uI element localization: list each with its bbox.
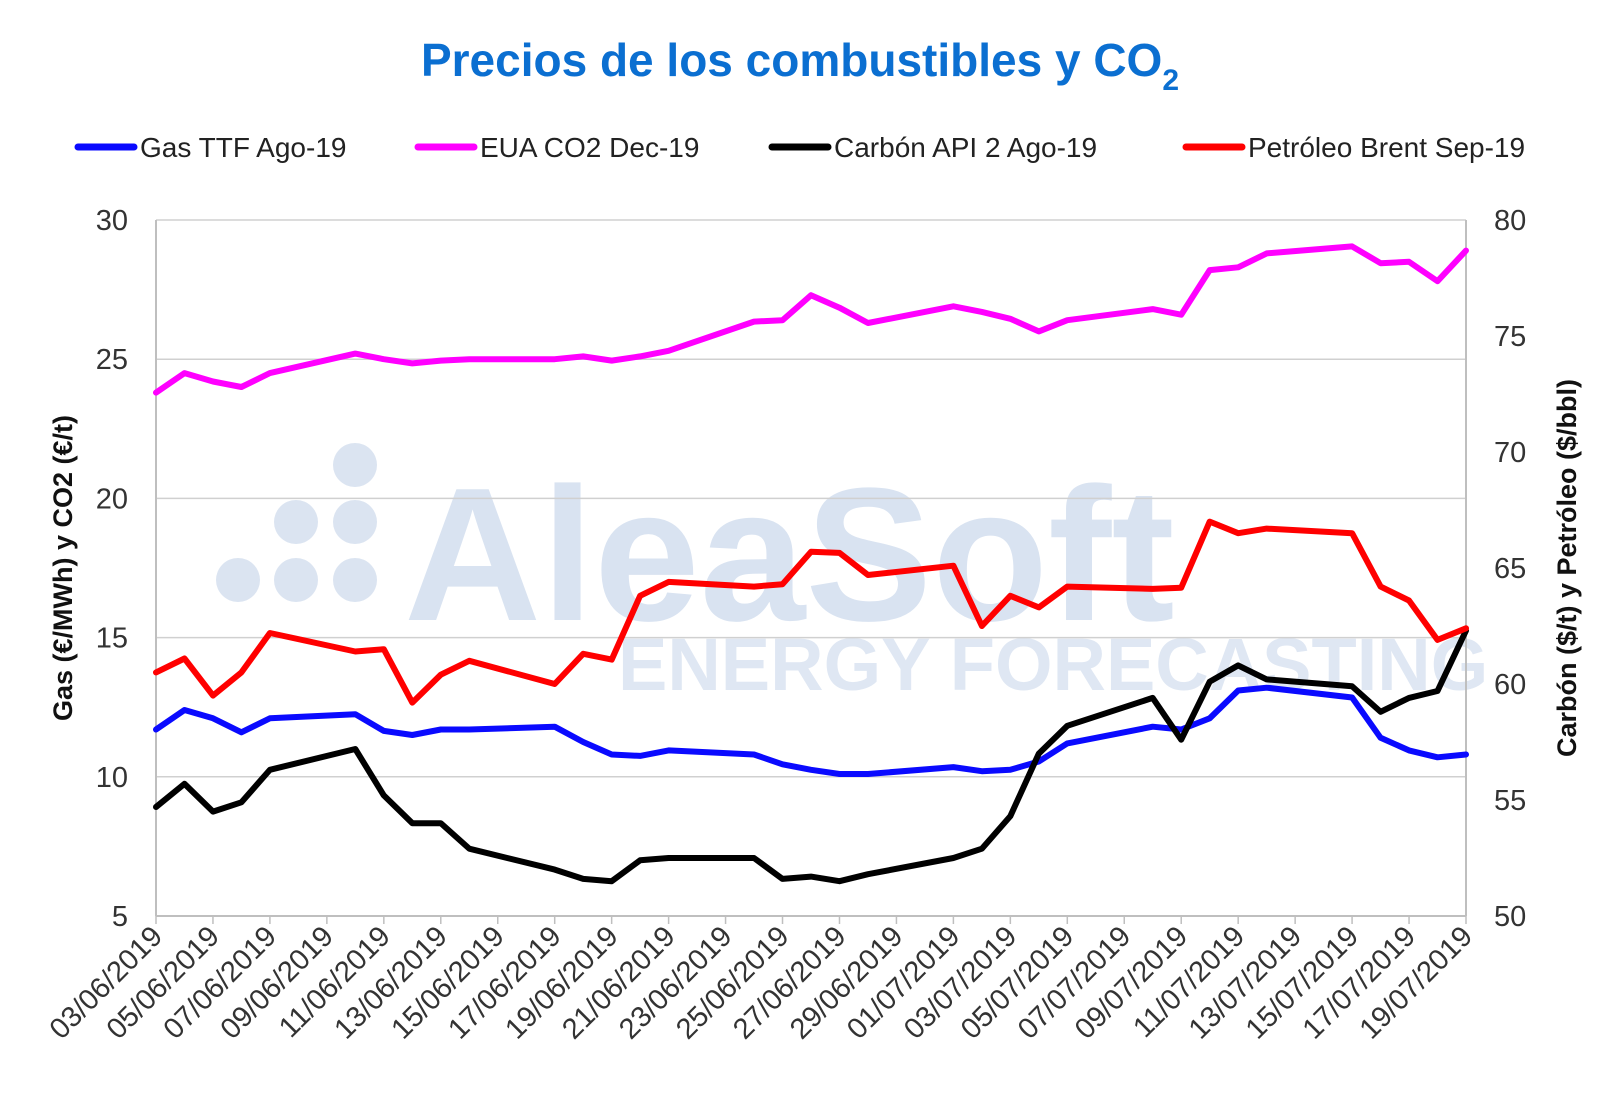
y-tick-label-left: 15: [96, 623, 128, 655]
legend-item-coal[interactable]: Carbón API 2 Ago-19: [768, 132, 1097, 163]
legend-item-co2[interactable]: EUA CO2 Dec-19: [414, 132, 699, 163]
chart-title-main: Precios de los combustibles y CO: [421, 34, 1162, 86]
x-tick-labels: 03/06/201905/06/201907/06/201909/06/2019…: [44, 916, 1479, 1046]
y-tick-label-right: 70: [1494, 437, 1526, 469]
watermark: AleaSoft ENERGY FORECASTING: [216, 443, 1488, 706]
watermark-logo-dots-icon: [216, 443, 377, 602]
legend-label-brent: Petróleo Brent Sep-19: [1248, 132, 1525, 163]
watermark-main: AleaSoft: [404, 449, 1175, 661]
y-tick-label-right: 75: [1494, 321, 1526, 353]
y-axis-left-title: Gas (€/MWh) y CO2 (€/t): [48, 415, 78, 721]
y-tick-label-right: 60: [1494, 669, 1526, 701]
y-tick-label-left: 30: [96, 205, 128, 237]
co2-series-line: [153, 243, 1469, 396]
legend-label-coal: Carbón API 2 Ago-19: [834, 132, 1097, 163]
legend-label-co2: EUA CO2 Dec-19: [480, 132, 699, 163]
legend-item-brent[interactable]: Petróleo Brent Sep-19: [1182, 132, 1525, 163]
y-tick-label-right: 65: [1494, 553, 1526, 585]
y-tick-label-right: 55: [1494, 785, 1526, 817]
chart-title: Precios de los combustibles y CO2: [421, 34, 1179, 97]
y-tick-label-right: 50: [1494, 901, 1526, 933]
y-tick-label-left: 20: [96, 483, 128, 515]
legend: Gas TTF Ago-19 EUA CO2 Dec-19 Carbón API…: [74, 132, 1525, 163]
series-layer: [153, 243, 1469, 885]
y-tick-label-left: 10: [96, 762, 128, 794]
coal-series-line: [153, 627, 1469, 885]
legend-item-gas[interactable]: Gas TTF Ago-19: [74, 132, 346, 163]
watermark-sub: ENERGY FORECASTING: [618, 623, 1488, 706]
y-axis-right-title: Carbón ($/t) y Petróleo ($/bbl): [1552, 379, 1582, 757]
brent-series-line: [153, 518, 1469, 706]
chart-title-subscript: 2: [1162, 64, 1179, 97]
y-tick-label-left: 25: [96, 344, 128, 376]
legend-label-gas: Gas TTF Ago-19: [140, 132, 346, 163]
y-tick-label-left: 5: [112, 901, 128, 933]
y-tick-labels-left: 5 10 15 20 25 30: [96, 205, 128, 933]
gas-series-line: [153, 684, 1469, 777]
y-tick-labels-right: 50 55 60 65 70 75 80: [1494, 205, 1526, 933]
y-tick-label-right: 80: [1494, 205, 1526, 237]
